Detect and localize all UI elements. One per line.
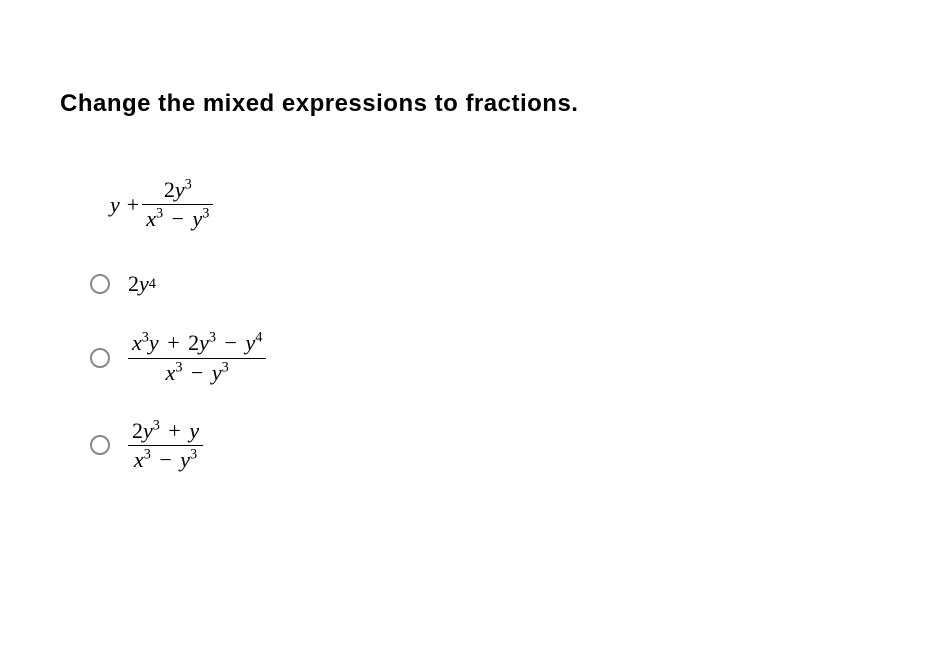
optb-num-plus: +	[164, 330, 182, 355]
optc-num-plus: +	[165, 418, 183, 443]
optb-den-t1exp: 3	[175, 359, 182, 375]
optb-num-t3exp: 4	[255, 330, 262, 346]
optb-fraction: x3y + 2y3 − y4 x3 − y3	[128, 331, 266, 384]
optb-num-t1exp: 3	[142, 330, 149, 346]
expr-num-coeff: 2	[164, 177, 175, 202]
expr-den-minus: −	[169, 206, 187, 231]
optc-num-t1var: y	[143, 418, 153, 443]
optc-num-t1coeff: 2	[132, 418, 143, 443]
opta-coeff: 2	[128, 271, 139, 297]
optc-den-t2var: y	[180, 447, 190, 472]
expr-num-var: y	[175, 177, 185, 202]
optb-den-t2var: y	[212, 360, 222, 385]
optb-num-t2coeff: 2	[188, 330, 199, 355]
optb-num-t1tail: y	[149, 330, 159, 355]
expr-den-t2exp: 3	[202, 206, 209, 222]
optc-den-t1var: x	[134, 447, 144, 472]
optb-num-t2var: y	[199, 330, 209, 355]
optb-den-t2exp: 3	[222, 359, 229, 375]
optb-den-t1var: x	[166, 360, 176, 385]
optc-num-t2var: y	[189, 418, 199, 443]
optc-den-minus: −	[156, 447, 174, 472]
option-c-math: 2y3 + y x3 − y3	[128, 419, 203, 472]
optb-num-minus: −	[222, 330, 240, 355]
expr-num-exp: 3	[185, 177, 192, 193]
radio-icon[interactable]	[90, 435, 110, 455]
expr-lead: y	[110, 192, 120, 218]
options-list: 2y4 x3y + 2y3 − y4 x3 −	[90, 271, 868, 472]
optb-den-minus: −	[188, 360, 206, 385]
option-a[interactable]: 2y4	[90, 271, 868, 297]
optc-fraction: 2y3 + y x3 − y3	[128, 419, 203, 472]
question-title: Change the mixed expressions to fraction…	[60, 90, 868, 118]
optb-num-t1var: x	[132, 330, 142, 355]
radio-icon[interactable]	[90, 348, 110, 368]
optb-num-t3var: y	[245, 330, 255, 355]
given-expression: y + 2y3 x3 − y3	[110, 178, 868, 231]
optc-den-t1exp: 3	[144, 447, 151, 463]
radio-icon[interactable]	[90, 274, 110, 294]
option-b-math: x3y + 2y3 − y4 x3 − y3	[128, 331, 266, 384]
expr-plus: +	[124, 192, 142, 218]
optb-num-t2exp: 3	[209, 330, 216, 346]
expr-fraction: 2y3 x3 − y3	[142, 178, 213, 231]
option-a-math: 2y4	[128, 271, 156, 297]
option-b[interactable]: x3y + 2y3 − y4 x3 − y3	[90, 331, 868, 384]
opta-var: y	[139, 271, 149, 297]
optc-num-t1exp: 3	[153, 417, 160, 433]
optc-den-t2exp: 3	[190, 447, 197, 463]
option-c[interactable]: 2y3 + y x3 − y3	[90, 419, 868, 472]
expr-den-t1exp: 3	[156, 206, 163, 222]
expr-den-t2: y	[193, 206, 203, 231]
expr-den-t1: x	[146, 206, 156, 231]
